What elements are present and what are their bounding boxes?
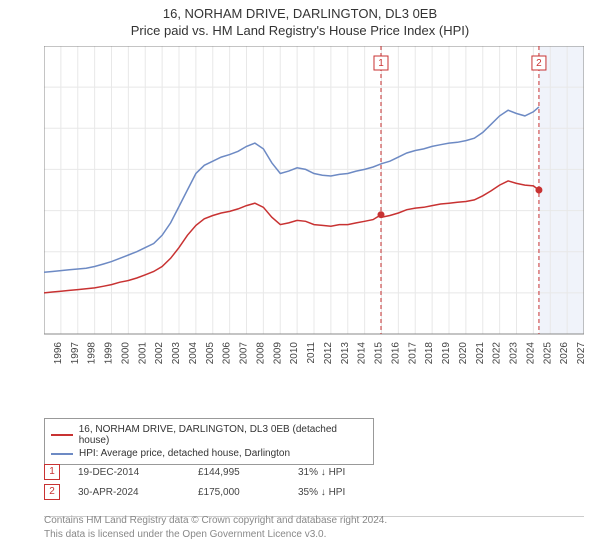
svg-text:2013: 2013 bbox=[340, 342, 351, 365]
svg-text:1995: 1995 bbox=[44, 342, 47, 365]
svg-text:2019: 2019 bbox=[441, 342, 452, 365]
legend-swatch bbox=[51, 453, 73, 455]
chart-title: 16, NORHAM DRIVE, DARLINGTON, DL3 0EB bbox=[0, 0, 600, 21]
chart-subtitle: Price paid vs. HM Land Registry's House … bbox=[0, 21, 600, 42]
svg-text:1: 1 bbox=[378, 58, 384, 69]
svg-text:2010: 2010 bbox=[289, 342, 300, 365]
svg-text:2021: 2021 bbox=[475, 342, 486, 365]
svg-text:2024: 2024 bbox=[525, 342, 536, 365]
svg-text:1997: 1997 bbox=[70, 342, 81, 365]
sale-marker-icon: 2 bbox=[44, 484, 60, 500]
svg-text:2022: 2022 bbox=[492, 342, 503, 365]
svg-text:2023: 2023 bbox=[509, 342, 520, 365]
svg-text:2025: 2025 bbox=[542, 342, 553, 365]
svg-text:2018: 2018 bbox=[424, 342, 435, 365]
svg-text:2004: 2004 bbox=[188, 342, 199, 365]
svg-text:2017: 2017 bbox=[407, 342, 418, 365]
svg-text:2027: 2027 bbox=[576, 342, 584, 365]
svg-text:2016: 2016 bbox=[390, 342, 401, 365]
svg-text:1996: 1996 bbox=[53, 342, 64, 365]
svg-text:2007: 2007 bbox=[239, 342, 250, 365]
svg-text:2014: 2014 bbox=[357, 342, 368, 365]
svg-text:2: 2 bbox=[536, 58, 542, 69]
legend-label: 16, NORHAM DRIVE, DARLINGTON, DL3 0EB (d… bbox=[79, 424, 367, 446]
svg-text:1999: 1999 bbox=[104, 342, 115, 365]
svg-text:2008: 2008 bbox=[255, 342, 266, 365]
legend-item: 16, NORHAM DRIVE, DARLINGTON, DL3 0EB (d… bbox=[51, 423, 367, 447]
sale-diff: 31% ↓ HPI bbox=[298, 467, 398, 478]
svg-text:2011: 2011 bbox=[306, 342, 317, 364]
legend-box: 16, NORHAM DRIVE, DARLINGTON, DL3 0EB (d… bbox=[44, 418, 374, 465]
footer-line: Contains HM Land Registry data © Crown c… bbox=[44, 514, 387, 528]
sale-marker-icon: 1 bbox=[44, 464, 60, 480]
svg-text:2026: 2026 bbox=[559, 342, 570, 365]
svg-text:2001: 2001 bbox=[137, 342, 148, 365]
svg-text:2002: 2002 bbox=[154, 342, 165, 365]
sale-date: 30-APR-2024 bbox=[78, 487, 198, 498]
sales-table: 1 19-DEC-2014 £144,995 31% ↓ HPI 2 30-AP… bbox=[44, 462, 398, 502]
svg-text:2006: 2006 bbox=[222, 342, 233, 365]
sale-date: 19-DEC-2014 bbox=[78, 467, 198, 478]
svg-text:2009: 2009 bbox=[272, 342, 283, 365]
footer-line: This data is licensed under the Open Gov… bbox=[44, 528, 387, 542]
table-row: 2 30-APR-2024 £175,000 35% ↓ HPI bbox=[44, 482, 398, 502]
svg-text:1998: 1998 bbox=[87, 342, 98, 365]
sale-price: £144,995 bbox=[198, 467, 298, 478]
svg-text:2015: 2015 bbox=[374, 342, 385, 365]
price-chart: £0£50K£100K£150K£200K£250K£300K£350K1995… bbox=[44, 46, 584, 376]
legend-item: HPI: Average price, detached house, Darl… bbox=[51, 447, 367, 460]
legend-label: HPI: Average price, detached house, Darl… bbox=[79, 448, 290, 459]
sale-diff: 35% ↓ HPI bbox=[298, 487, 398, 498]
svg-text:2003: 2003 bbox=[171, 342, 182, 365]
svg-text:2000: 2000 bbox=[120, 342, 131, 365]
sale-price: £175,000 bbox=[198, 487, 298, 498]
svg-text:2005: 2005 bbox=[205, 342, 216, 365]
legend-swatch bbox=[51, 434, 73, 436]
svg-text:2012: 2012 bbox=[323, 342, 334, 365]
svg-text:2020: 2020 bbox=[458, 342, 469, 365]
footer-text: Contains HM Land Registry data © Crown c… bbox=[44, 514, 387, 541]
table-row: 1 19-DEC-2014 £144,995 31% ↓ HPI bbox=[44, 462, 398, 482]
